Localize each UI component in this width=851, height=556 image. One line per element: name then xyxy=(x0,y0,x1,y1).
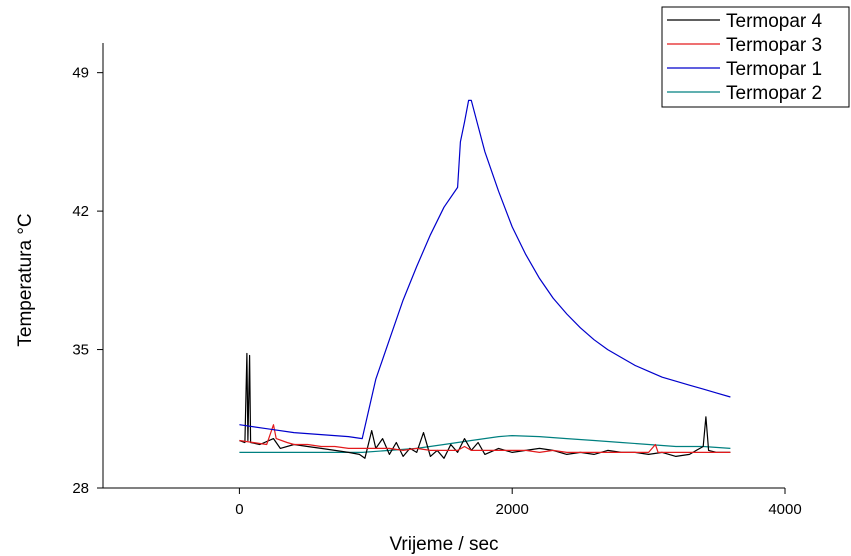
y-tick-label: 49 xyxy=(72,65,89,82)
x-ticks: 0 2000 4000 xyxy=(235,488,802,518)
plot-area xyxy=(239,99,731,459)
legend-label: Termopar 4 xyxy=(726,11,823,32)
x-axis-title: Vrijeme / sec xyxy=(389,534,498,555)
series-line-termopar-1 xyxy=(239,99,731,440)
series-line-termopar-2 xyxy=(239,435,731,453)
x-tick-label: 2000 xyxy=(496,501,529,518)
y-ticks: 28 35 42 49 xyxy=(72,65,103,497)
y-tick-label: 35 xyxy=(72,342,89,359)
series-line-termopar-4 xyxy=(239,352,731,459)
legend-label: Termopar 3 xyxy=(726,35,822,56)
legend: Termopar 4 Termopar 3 Termopar 1 Termopar 2 xyxy=(661,6,850,108)
axes xyxy=(102,43,785,489)
legend-label: Termopar 2 xyxy=(726,83,822,104)
legend-box xyxy=(661,6,850,108)
y-tick-label: 28 xyxy=(72,480,89,497)
legend-label: Termopar 1 xyxy=(726,59,822,80)
x-tick-label: 4000 xyxy=(768,501,801,518)
x-tick-label: 0 xyxy=(235,501,243,518)
series-line-termopar-3 xyxy=(239,424,731,453)
y-tick-label: 42 xyxy=(72,203,89,220)
y-axis-title: Temperatura °C xyxy=(15,213,36,346)
